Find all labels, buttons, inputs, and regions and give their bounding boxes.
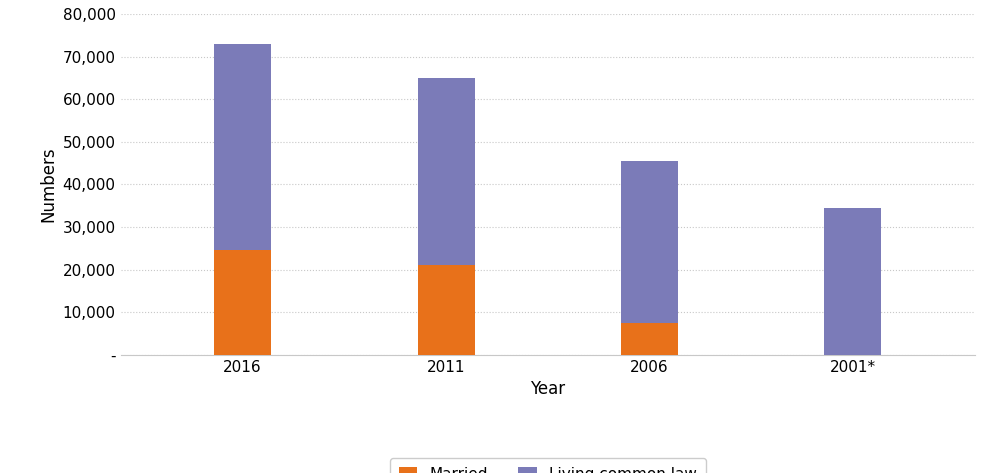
Bar: [417, 265, 474, 355]
Bar: [621, 161, 678, 323]
Bar: [214, 44, 271, 251]
X-axis label: Year: Year: [531, 380, 565, 398]
Bar: [214, 251, 271, 355]
Legend: Married, Living common law: Married, Living common law: [390, 458, 706, 473]
Bar: [621, 323, 678, 355]
Bar: [824, 208, 881, 355]
Bar: [417, 78, 474, 265]
Y-axis label: Numbers: Numbers: [39, 147, 57, 222]
